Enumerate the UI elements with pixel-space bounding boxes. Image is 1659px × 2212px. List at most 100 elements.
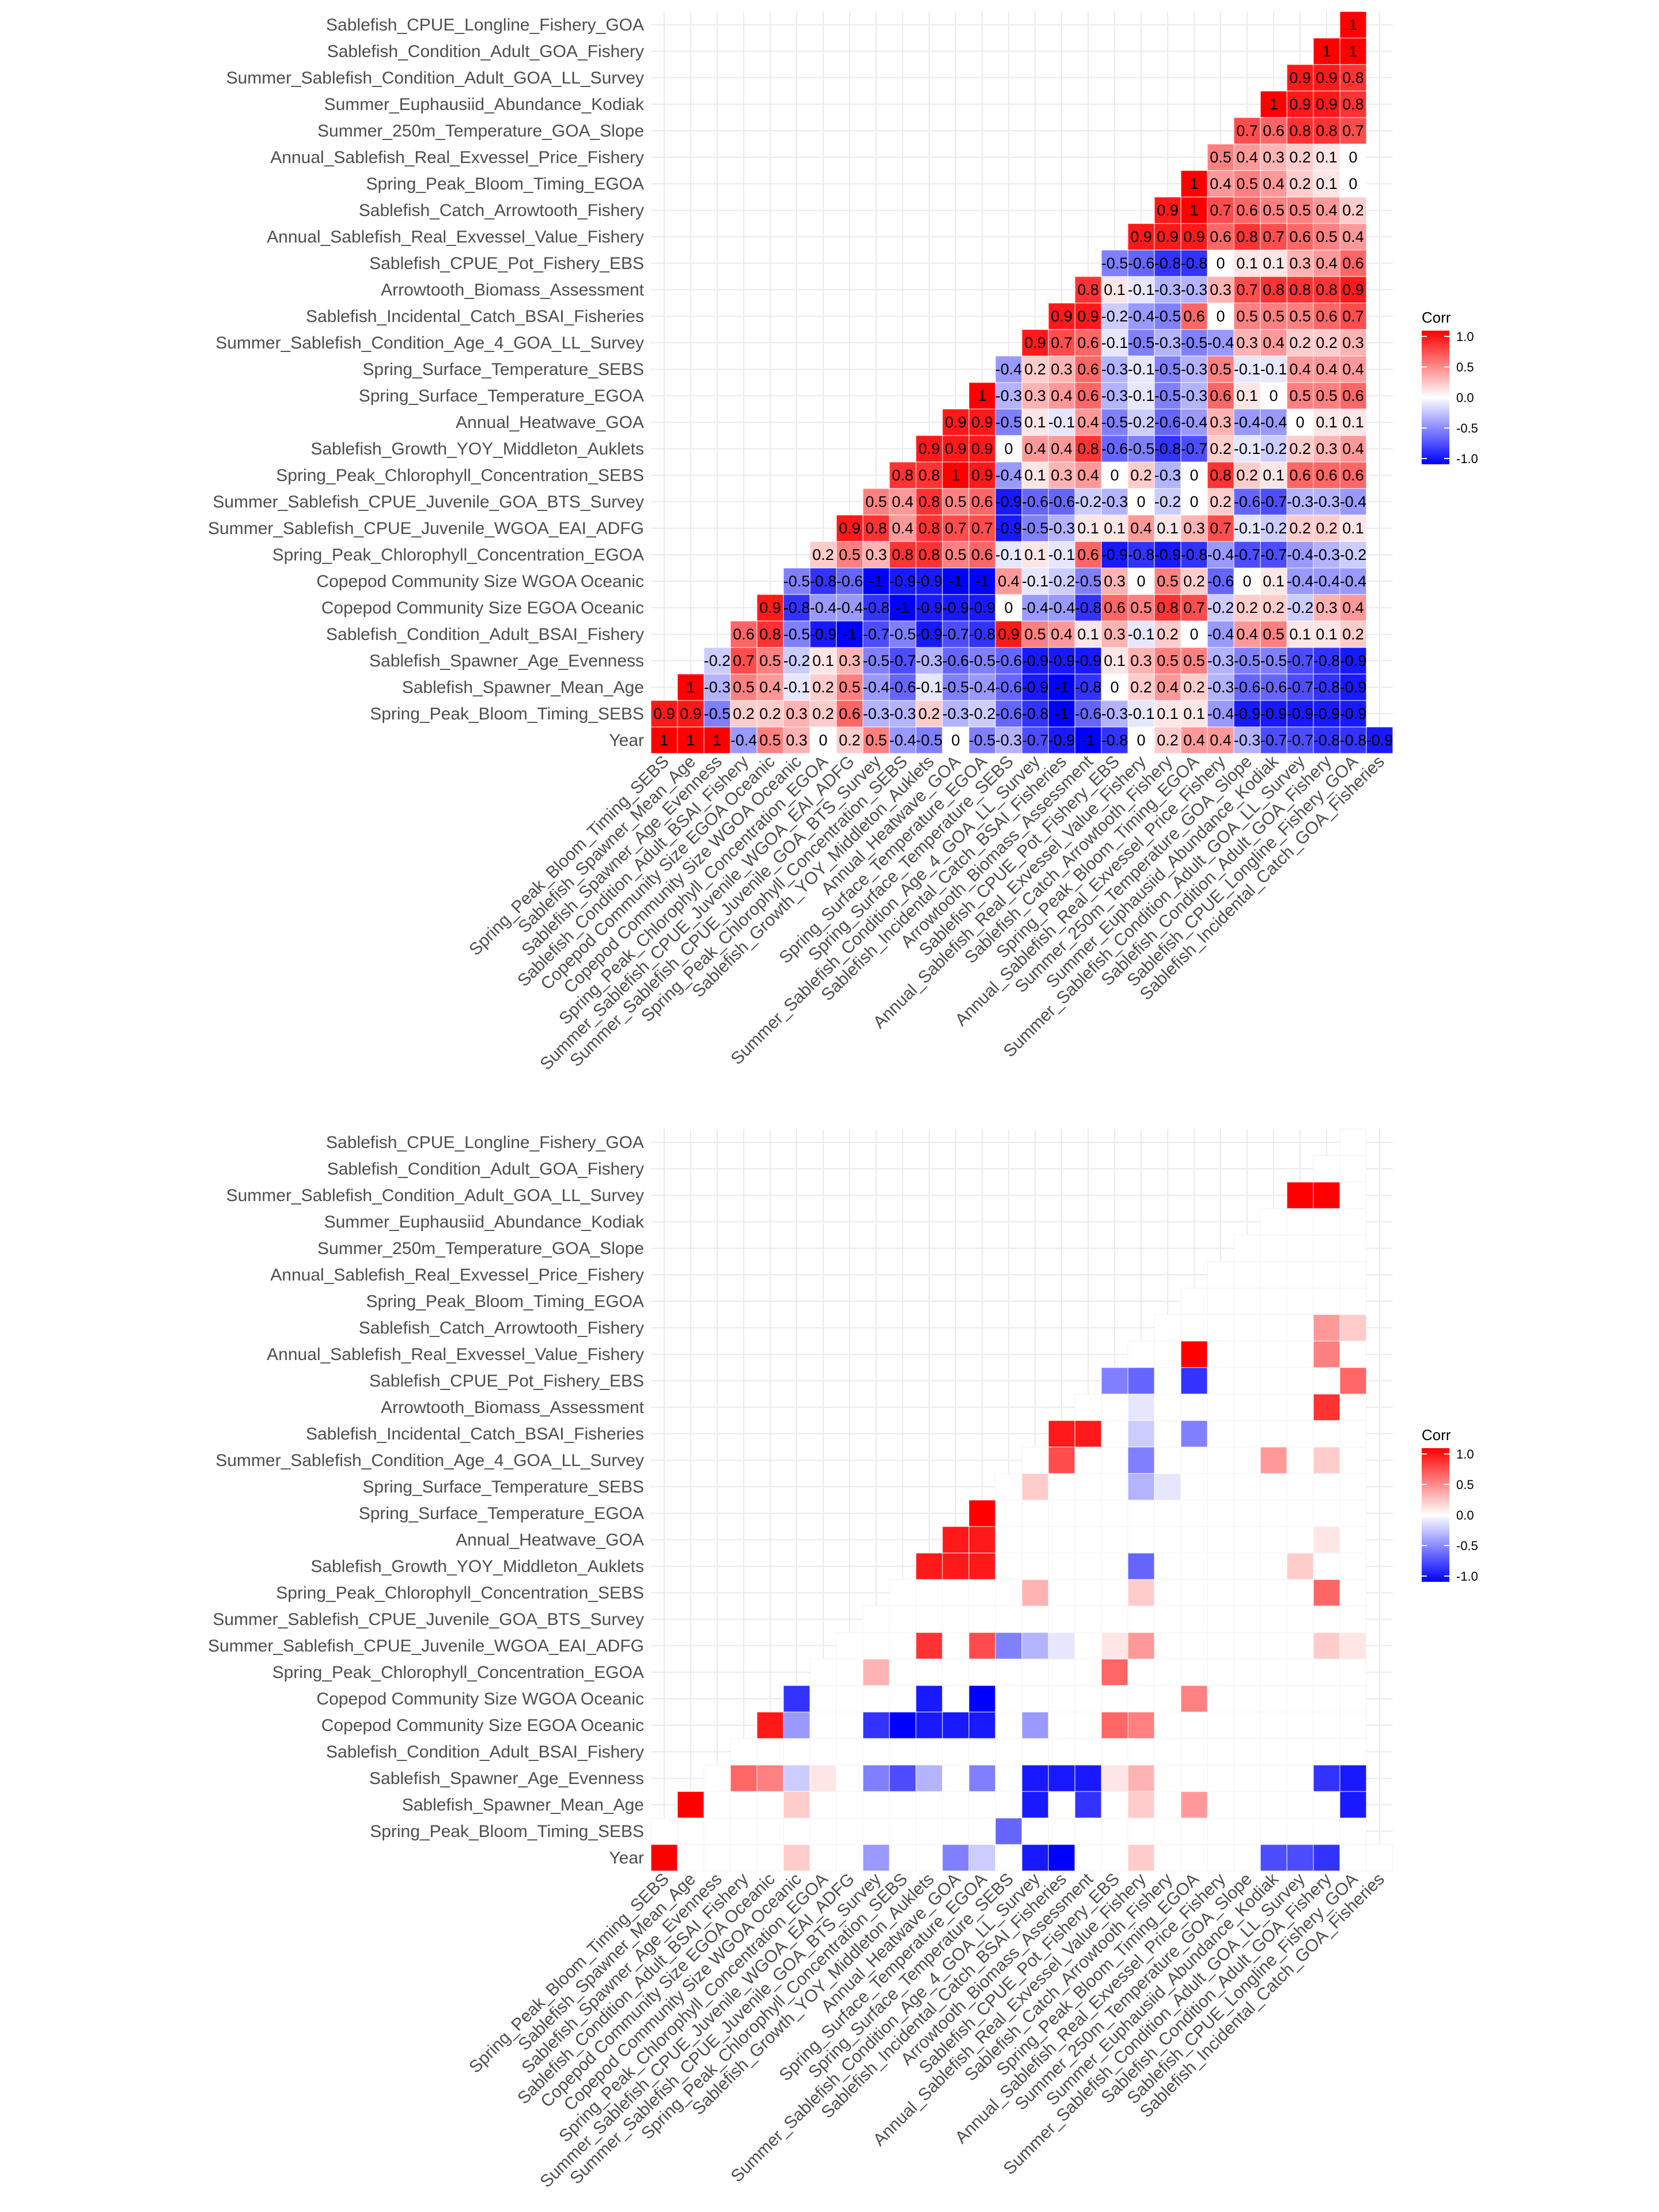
- heatmap-cell: [1339, 435, 1367, 463]
- cell-value-label: 0.4: [1130, 520, 1152, 537]
- heatmap-cell-blank: [1048, 1552, 1075, 1580]
- cell-value-label: 0.1: [1077, 626, 1099, 643]
- heatmap-cell-blank: [1339, 1340, 1367, 1368]
- heatmap-cell-blank: [1260, 1817, 1287, 1845]
- heatmap-cell-blank: [1207, 1473, 1234, 1501]
- heatmap-cell-blank: [730, 1844, 757, 1872]
- heatmap-cell-blank: [1154, 1711, 1181, 1739]
- heatmap-cell: [1180, 170, 1208, 198]
- cell-value-label: -0.1: [1234, 361, 1261, 378]
- cell-value-label: -0.6: [995, 705, 1022, 722]
- heatmap-cell: [1339, 355, 1367, 383]
- heatmap-cell-blank: [1180, 1632, 1208, 1660]
- heatmap-cell: [1339, 408, 1367, 436]
- cell-value-label: -0.4: [1234, 414, 1261, 431]
- cell-value-label: -0.4: [995, 467, 1022, 484]
- heatmap-cell: [1154, 488, 1181, 516]
- cell-value-label: 0.8: [1210, 467, 1232, 484]
- heatmap-cell: [1154, 1473, 1181, 1501]
- cell-value-label: 0.1: [1024, 546, 1046, 563]
- heatmap-cell-blank: [1127, 1685, 1155, 1713]
- heatmap-cell-blank: [1207, 1738, 1234, 1766]
- heatmap-cell-blank: [677, 1844, 704, 1872]
- heatmap-cell: [1021, 435, 1049, 463]
- heatmap-cell-blank: [1313, 1738, 1340, 1766]
- cell-value-label: 0.6: [1316, 467, 1338, 484]
- cell-value-label: -0.4: [810, 599, 837, 616]
- heatmap-cell-blank: [836, 1658, 863, 1686]
- y-tick-label: Summer_250m_Temperature_GOA_Slope: [317, 1239, 644, 1258]
- heatmap-cell-blank: [1313, 1552, 1340, 1580]
- heatmap-cell-blank: [1101, 1685, 1128, 1713]
- heatmap-cell: [1021, 514, 1049, 542]
- cell-value-label: 0.2: [1289, 149, 1311, 166]
- heatmap-cell: [995, 408, 1022, 436]
- heatmap-cell: [1021, 1579, 1049, 1607]
- heatmap-cell-blank: [1154, 1446, 1181, 1474]
- heatmap-cell-blank: [1127, 1605, 1155, 1633]
- heatmap-cell: [1048, 382, 1075, 410]
- cell-value-label: 0.9: [998, 626, 1020, 643]
- heatmap-cell: [968, 1526, 996, 1554]
- heatmap-cell-blank: [1286, 1499, 1314, 1527]
- heatmap-cell: [1074, 276, 1102, 304]
- cell-value-label: -0.2: [1340, 546, 1367, 563]
- y-tick-label: Spring_Peak_Chlorophyll_Concentration_SE…: [276, 1584, 644, 1603]
- heatmap-cell-blank: [1339, 1393, 1367, 1421]
- heatmap-cells: [650, 1128, 1393, 1872]
- cell-value-label: 0.1: [1316, 414, 1338, 431]
- cell-value-label: -0.5: [916, 732, 943, 749]
- heatmap-cell-blank: [1313, 1287, 1340, 1315]
- heatmap-cell-blank: [1101, 1499, 1128, 1527]
- heatmap-cell-blank: [809, 1685, 837, 1713]
- heatmap-cell: [1101, 435, 1128, 463]
- heatmap-cell: [1101, 276, 1128, 304]
- heatmap-cell: [1048, 1446, 1075, 1474]
- y-tick-label: Sablefish_Growth_YOY_Middleton_Auklets: [310, 440, 644, 459]
- legend-tick-label: 0.0: [1456, 391, 1474, 405]
- cell-value-label: -0.1: [1048, 414, 1075, 431]
- cell-value-label: 0.1: [1104, 652, 1126, 669]
- heatmap-cell: [783, 1764, 810, 1792]
- heatmap-cell: [1180, 435, 1208, 463]
- heatmap-cell: [1101, 408, 1128, 436]
- heatmap-cell-blank: [1286, 1817, 1314, 1845]
- heatmap-cell: [1048, 329, 1075, 357]
- cell-value-label: 0: [1216, 255, 1225, 272]
- cell-value-label: -0.5: [889, 626, 916, 643]
- heatmap-cell: [1313, 329, 1340, 357]
- cell-value-label: 0.8: [918, 493, 940, 510]
- y-tick-label: Sablefish_Condition_Adult_GOA_Fishery: [327, 1160, 644, 1179]
- heatmap-cell: [968, 461, 996, 489]
- heatmap-cell-blank: [915, 1658, 943, 1686]
- cell-value-label: -0.5: [1154, 387, 1181, 404]
- heatmap-cell-blank: [1233, 1711, 1261, 1739]
- cell-value-label: 0.7: [1051, 334, 1073, 351]
- cell-value-label: 0.2: [1289, 520, 1311, 537]
- cell-value-label: 0.6: [1316, 308, 1338, 325]
- cell-value-label: -0.4: [836, 599, 863, 616]
- heatmap-cell: [1074, 302, 1102, 330]
- heatmap-cell: [995, 1632, 1022, 1660]
- heatmap-cell-blank: [836, 1632, 863, 1660]
- cell-value-label: 0.8: [918, 467, 940, 484]
- heatmap-cell-blank: [1074, 1526, 1102, 1554]
- cell-value-label: 0.1: [1024, 467, 1046, 484]
- cell-value-label: -0.9: [995, 520, 1022, 537]
- heatmap-cell: [1339, 1791, 1367, 1819]
- cell-value-label: -0.2: [1075, 493, 1102, 510]
- heatmap-cell-blank: [915, 1817, 943, 1845]
- heatmap-cell-blank: [836, 1791, 863, 1819]
- cell-value-label: -0.5: [1154, 361, 1181, 378]
- heatmap-cell: [1286, 1181, 1314, 1209]
- cell-value-label: -0.6: [995, 652, 1022, 669]
- heatmap-cell-blank: [1233, 1340, 1261, 1368]
- heatmap-cell-blank: [1286, 1605, 1314, 1633]
- cell-value-label: 0.9: [1289, 96, 1311, 113]
- cell-value-label: -0.3: [1181, 361, 1208, 378]
- heatmap-cell: [1233, 461, 1261, 489]
- cell-value-label: 0.2: [812, 679, 834, 696]
- heatmap-cell: [915, 1552, 943, 1580]
- cell-value-label: -0.5: [783, 573, 810, 590]
- heatmap-cell-blank: [995, 1658, 1022, 1686]
